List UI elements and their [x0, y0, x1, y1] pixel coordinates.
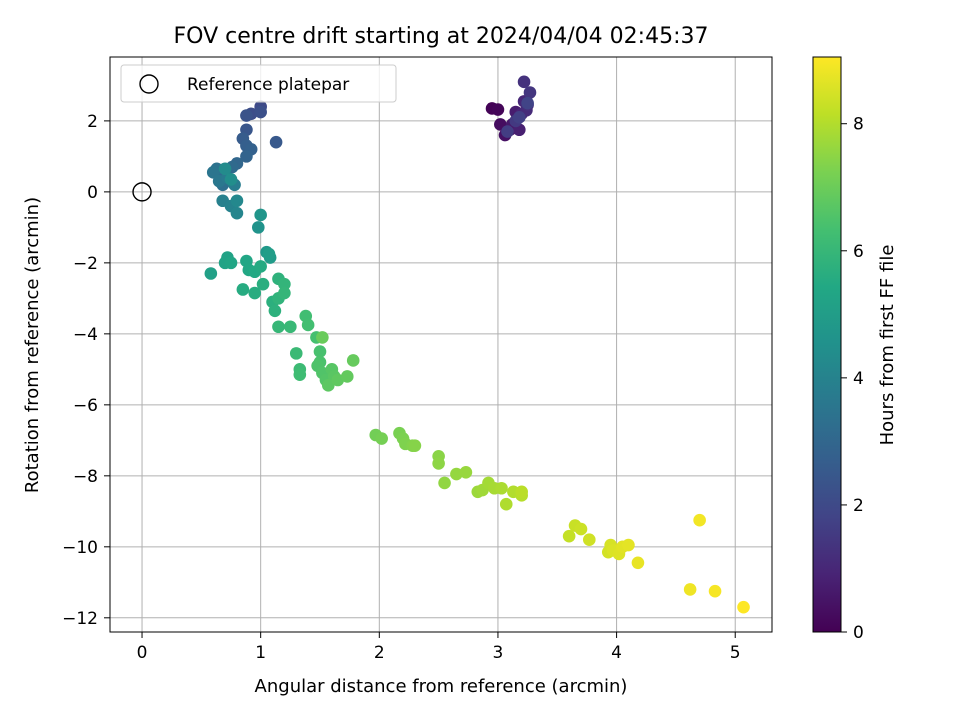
data-point [631, 556, 645, 570]
data-point [218, 162, 232, 176]
legend-entry-reference: Reference platepar [187, 75, 349, 95]
data-point [204, 267, 218, 280]
y-tick-label: −10 [62, 538, 98, 558]
data-point [321, 379, 335, 392]
y-axis-label: Rotation from reference (arcmin) [22, 197, 43, 493]
y-tick-label: 0 [87, 183, 98, 203]
data-point [268, 304, 282, 318]
data-point [408, 439, 422, 452]
data-point [289, 347, 303, 360]
data-point [574, 522, 588, 536]
data-point [262, 247, 276, 261]
data-point [269, 135, 283, 149]
data-point [513, 111, 526, 124]
y-tick-label: 2 [87, 112, 98, 132]
data-point [375, 432, 388, 445]
data-point [438, 476, 451, 490]
data-point [256, 277, 270, 291]
data-point [491, 103, 505, 116]
legend-box [120, 64, 397, 103]
colorbar-ticks: 0 2 4 6 8 [841, 115, 864, 643]
x-tick-label: 0 [137, 643, 148, 663]
data-point [254, 105, 267, 119]
colorbar [812, 56, 842, 633]
x-tick-label: 3 [493, 643, 504, 663]
data-point [206, 166, 220, 179]
data-point [224, 256, 238, 270]
data-point [515, 485, 528, 499]
data-point [230, 206, 244, 220]
plot-frame [109, 56, 773, 633]
data-point [346, 354, 360, 367]
data-point [708, 584, 722, 598]
colorbar-tick-label: 0 [853, 623, 864, 643]
chart-title: FOV centre drift starting at 2024/04/04 … [174, 24, 709, 49]
x-tick-label: 1 [255, 643, 266, 663]
x-tick-label: 4 [611, 643, 622, 663]
y-tick-label: −4 [73, 325, 98, 345]
data-point [495, 481, 508, 495]
data-point [459, 465, 473, 479]
data-point [521, 96, 534, 110]
data-point [313, 345, 327, 358]
colorbar-tick-label: 6 [853, 242, 864, 262]
data-points [204, 75, 750, 614]
data-point [432, 457, 445, 470]
data-point [224, 173, 238, 186]
legend: Reference platepar [120, 64, 397, 103]
data-point [517, 75, 531, 89]
y-tick-label: −12 [62, 609, 98, 629]
y-tick-label: −8 [73, 467, 98, 487]
data-point [499, 497, 513, 511]
data-point [301, 318, 315, 332]
y-axis-ticks: 2 0 −2 −4 −6 −8 −10 −12 [62, 112, 110, 629]
data-point [284, 320, 297, 334]
data-point [622, 538, 635, 552]
y-tick-label: −6 [73, 396, 98, 416]
data-point [331, 373, 345, 387]
colorbar-tick-label: 4 [853, 369, 864, 389]
colorbar-tick-label: 2 [853, 496, 864, 516]
reference-platepar-marker [132, 182, 152, 202]
data-point [240, 150, 253, 163]
data-point [562, 529, 576, 543]
data-point [523, 86, 537, 99]
data-point [236, 283, 250, 296]
data-point [683, 583, 697, 596]
y-tick-label: −2 [73, 254, 98, 274]
x-axis-ticks: 0 1 2 3 4 5 [137, 632, 741, 663]
x-tick-label: 5 [730, 643, 741, 663]
data-point [254, 208, 267, 222]
data-point [278, 277, 291, 291]
data-point [450, 467, 463, 481]
data-point [693, 513, 706, 527]
data-point [278, 286, 291, 300]
data-point [251, 221, 265, 234]
data-point [316, 331, 329, 344]
data-point [254, 260, 267, 273]
data-point [240, 109, 253, 122]
data-point [248, 286, 262, 300]
x-axis-label: Angular distance from reference (arcmin) [255, 676, 628, 697]
reference-marker-layer [132, 182, 152, 202]
colorbar-tick-label: 8 [853, 115, 864, 135]
colorbar-label: Hours from first FF file [877, 245, 898, 446]
data-point [340, 370, 354, 383]
data-point [501, 125, 514, 138]
data-point [230, 194, 244, 208]
data-point [737, 600, 750, 614]
data-point [293, 368, 307, 381]
x-tick-label: 2 [374, 643, 385, 663]
data-point [272, 320, 285, 334]
data-point [582, 533, 596, 547]
legend-reference-marker [139, 74, 159, 94]
